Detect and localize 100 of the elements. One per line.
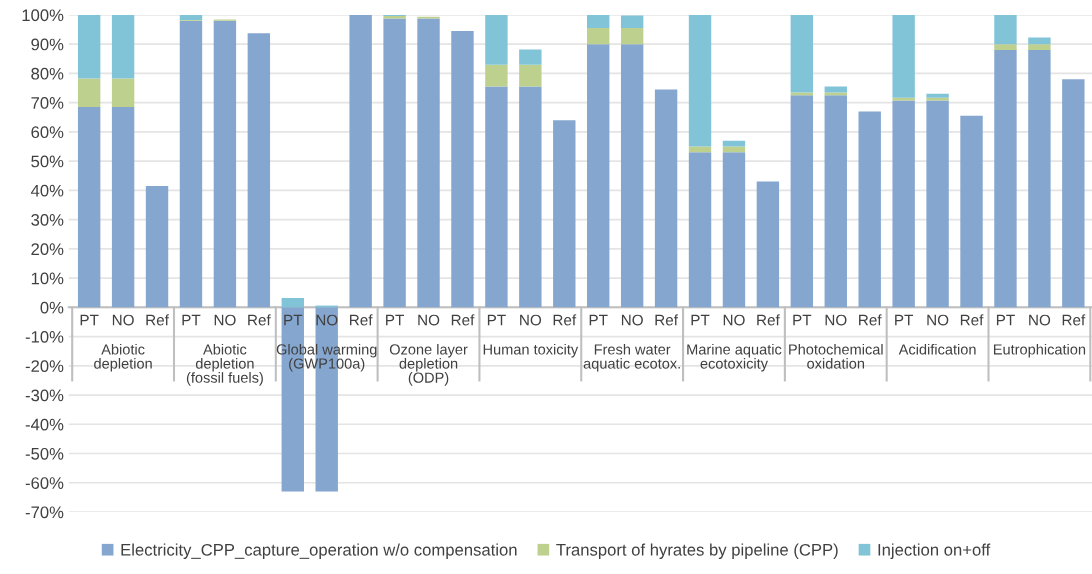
bar — [960, 115, 983, 308]
annotation: Ozone layer depletion (ODP) — [389, 343, 468, 386]
y-tick-label: 40% — [30, 184, 64, 197]
x-tick-label: NO — [927, 314, 949, 326]
x-tick-label: PT — [996, 314, 1015, 326]
bar — [349, 14, 372, 308]
x-tick-label: Ref — [960, 314, 984, 326]
y-tick-label: -30% — [25, 389, 64, 402]
legend-label: Injection on+off — [878, 543, 991, 559]
bar — [1062, 79, 1085, 308]
bar — [926, 97, 949, 101]
bar — [994, 44, 1017, 51]
bar — [1028, 50, 1051, 308]
bar — [1028, 37, 1051, 45]
annotation: Fresh water aquatic ecotox. — [583, 343, 680, 372]
bar — [654, 89, 678, 308]
bar — [756, 181, 780, 308]
bar — [179, 20, 203, 308]
x-tick-label: NO — [1029, 314, 1051, 326]
x-tick-label: Ref — [757, 314, 780, 326]
bar — [111, 14, 135, 79]
bar — [485, 86, 508, 308]
x-tick-label: Ref — [248, 314, 271, 326]
annotation: Human toxicity — [483, 343, 579, 358]
bar — [824, 95, 847, 308]
x-tick-label: NO — [214, 314, 236, 326]
y-tick-label: 70% — [31, 97, 64, 109]
y-tick-label: 50% — [31, 155, 64, 168]
bar — [587, 28, 610, 45]
y-tick-label: 80% — [31, 67, 64, 80]
x-tick-label: PT — [589, 314, 608, 326]
bar — [790, 14, 814, 93]
bar — [790, 92, 814, 96]
bar — [892, 14, 915, 98]
bar — [892, 100, 915, 308]
bar — [994, 14, 1017, 45]
x-tick-label: Ref — [451, 314, 475, 326]
bar — [1028, 44, 1051, 51]
x-tick-label: NO — [825, 314, 847, 326]
x-tick-label: Ref — [553, 314, 577, 326]
bar — [722, 152, 746, 308]
x-tick-label: NO — [621, 314, 643, 326]
x-tick-label: Ref — [146, 314, 169, 326]
bar — [722, 140, 746, 147]
bar — [519, 64, 542, 87]
bar — [926, 100, 949, 308]
y-tick-label: -70% — [25, 506, 64, 519]
x-tick-label: Ref — [655, 314, 678, 326]
bar — [485, 14, 508, 65]
x-tick-label: PT — [284, 314, 303, 326]
bar — [858, 111, 881, 308]
bar — [383, 18, 406, 308]
annotation: Marine aquatic ecotoxicity — [687, 343, 782, 372]
x-tick-label: PT — [182, 314, 201, 326]
y-tick-label: 100% — [22, 9, 64, 22]
y-tick-label: -50% — [25, 447, 64, 460]
bar — [688, 14, 712, 147]
annotation: Eutrophication — [993, 343, 1086, 358]
x-tick-label: PT — [487, 314, 506, 326]
bar — [620, 15, 644, 29]
x-tick-label: Ref — [350, 314, 373, 326]
bar — [281, 297, 304, 308]
x-tick-label: NO — [418, 314, 440, 326]
x-tick-label: Ref — [1062, 314, 1086, 326]
annotation: Abiotic depletion — [94, 343, 152, 372]
y-tick-label: -10% — [25, 330, 64, 343]
bar — [111, 78, 135, 108]
y-tick-label: 30% — [31, 214, 64, 226]
bar — [824, 92, 847, 96]
y-tick-label: 20% — [31, 243, 64, 256]
bar — [926, 93, 949, 98]
bar — [790, 95, 814, 308]
bar — [620, 44, 644, 308]
annotation: Abiotic depletion (fossil fuels) — [186, 343, 263, 386]
bar — [620, 28, 644, 45]
x-tick-label: PT — [691, 314, 710, 326]
x-tick-label: PT — [895, 314, 914, 326]
bar — [77, 78, 101, 108]
bar — [994, 50, 1017, 308]
bar — [145, 185, 169, 308]
bar — [77, 14, 101, 79]
x-tick-label: NO — [520, 314, 542, 326]
y-tick-label: 90% — [31, 38, 64, 51]
bar — [247, 33, 271, 308]
bar — [451, 31, 474, 308]
annotation: Acidification — [898, 343, 976, 355]
y-tick-label: -60% — [25, 477, 64, 489]
x-tick-label: PT — [80, 314, 99, 326]
x-tick-label: NO — [112, 314, 134, 326]
x-tick-label: PT — [793, 314, 812, 326]
bar — [213, 20, 237, 308]
annotation: Photochemical oxidation — [789, 343, 883, 369]
y-tick-label: 60% — [31, 126, 64, 139]
bar — [892, 97, 915, 101]
bar — [77, 107, 101, 308]
y-tick-label: 10% — [31, 272, 64, 285]
bar — [417, 18, 440, 308]
bar — [519, 86, 542, 308]
x-tick-label: Ref — [859, 314, 882, 326]
legend-label: Electricity_CPP_capture_operation w/o compensation — [121, 543, 517, 559]
